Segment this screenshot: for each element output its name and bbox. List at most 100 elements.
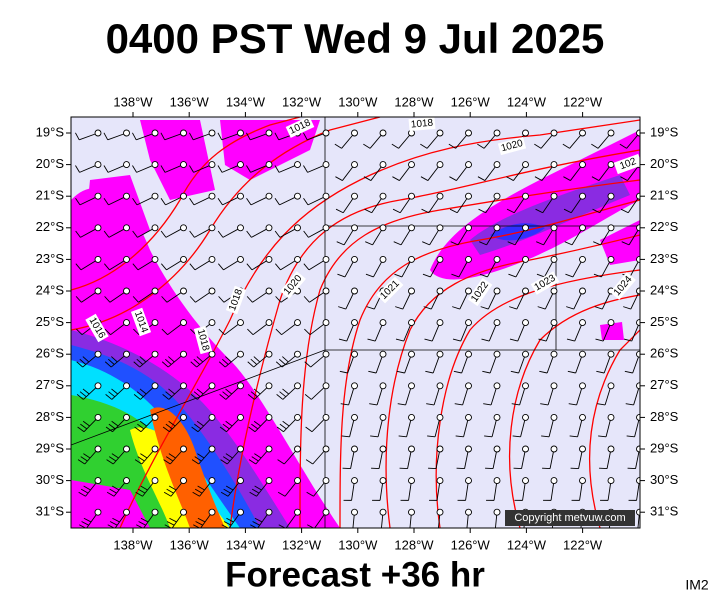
station [295, 509, 301, 515]
station [323, 130, 329, 136]
station [323, 225, 329, 231]
station [266, 509, 272, 515]
station [437, 509, 443, 515]
station [181, 256, 187, 262]
station [152, 351, 158, 357]
lat-label-left: 20°S [36, 156, 65, 171]
station [409, 288, 415, 294]
image-code: IM2 [685, 577, 709, 593]
station [380, 351, 386, 357]
station [551, 351, 557, 357]
lon-label-top: 126°W [451, 94, 491, 109]
station [409, 162, 415, 168]
station [295, 446, 301, 452]
station [238, 225, 244, 231]
station [523, 478, 529, 484]
station [181, 225, 187, 231]
station [494, 256, 500, 262]
station [352, 225, 358, 231]
station [295, 478, 301, 484]
station [124, 446, 130, 452]
station [209, 225, 215, 231]
station [181, 320, 187, 326]
lon-label-top: 122°W [563, 94, 603, 109]
station [323, 509, 329, 515]
station [266, 351, 272, 357]
station [466, 225, 472, 231]
station [238, 446, 244, 452]
station [323, 478, 329, 484]
station [409, 509, 415, 515]
station [551, 130, 557, 136]
station [266, 162, 272, 168]
station [295, 256, 301, 262]
lon-label-bottom: 132°W [282, 537, 322, 552]
station [238, 383, 244, 389]
station [238, 414, 244, 420]
lat-label-left: 22°S [36, 219, 65, 234]
station [580, 320, 586, 326]
station [466, 446, 472, 452]
station [551, 320, 557, 326]
lat-label-left: 19°S [36, 124, 65, 139]
station [323, 193, 329, 199]
station [523, 162, 529, 168]
station [181, 351, 187, 357]
station [523, 414, 529, 420]
station [95, 351, 101, 357]
station [295, 383, 301, 389]
station [95, 130, 101, 136]
station [380, 130, 386, 136]
station [608, 162, 614, 168]
station [380, 414, 386, 420]
station [152, 509, 158, 515]
lat-label-left: 26°S [36, 346, 65, 361]
station [95, 446, 101, 452]
lon-label-top: 124°W [507, 94, 547, 109]
station [352, 383, 358, 389]
station [152, 414, 158, 420]
station [466, 509, 472, 515]
station [124, 509, 130, 515]
station [295, 225, 301, 231]
station [551, 162, 557, 168]
station [238, 193, 244, 199]
station [551, 193, 557, 199]
station [437, 162, 443, 168]
lon-label-top: 138°W [113, 94, 153, 109]
station [295, 414, 301, 420]
station [523, 193, 529, 199]
station [181, 288, 187, 294]
station [523, 130, 529, 136]
station [152, 130, 158, 136]
station [181, 193, 187, 199]
station [124, 256, 130, 262]
station [551, 478, 557, 484]
lat-label-right: 23°S [650, 251, 679, 266]
lat-label-right: 19°S [650, 124, 679, 139]
station [124, 225, 130, 231]
lon-label-bottom: 134°W [226, 537, 266, 552]
station [580, 383, 586, 389]
station [124, 414, 130, 420]
station [494, 414, 500, 420]
station [209, 288, 215, 294]
station [466, 351, 472, 357]
station [152, 162, 158, 168]
station [580, 162, 586, 168]
station [152, 383, 158, 389]
lat-label-left: 23°S [36, 251, 65, 266]
station [409, 320, 415, 326]
station [352, 509, 358, 515]
station [238, 256, 244, 262]
station [580, 414, 586, 420]
station [608, 225, 614, 231]
station [466, 383, 472, 389]
station [494, 351, 500, 357]
lat-label-left: 24°S [36, 282, 65, 297]
station [437, 383, 443, 389]
lat-label-right: 30°S [650, 472, 679, 487]
lat-label-left: 28°S [36, 409, 65, 424]
station [580, 193, 586, 199]
station [323, 256, 329, 262]
